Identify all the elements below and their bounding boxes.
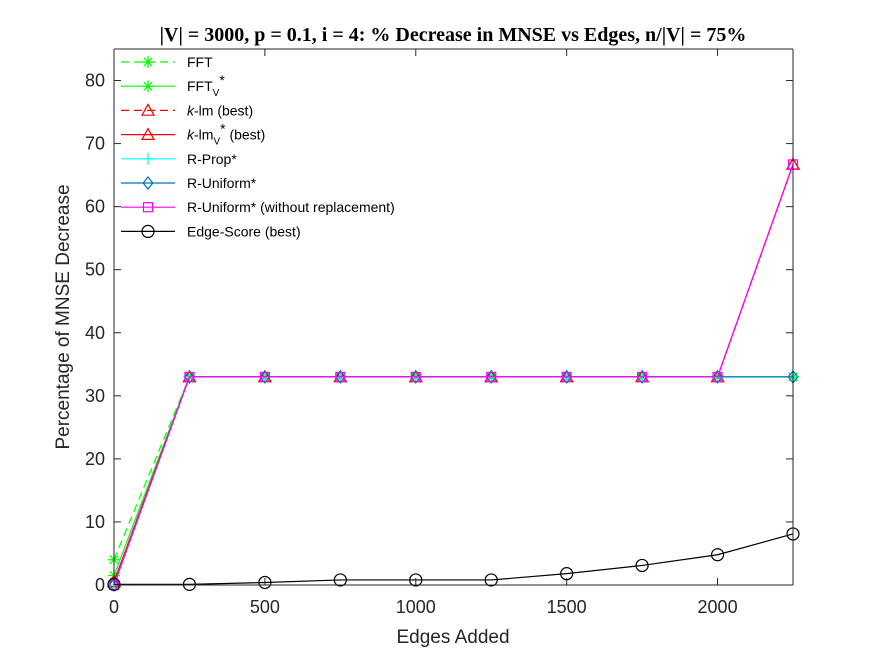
x-tick-label: 1500: [547, 597, 587, 617]
legend-label-5: R-Uniform*: [187, 175, 257, 191]
data-point-5-1: [183, 369, 196, 384]
y-axis-label: Percentage of MNSE Decrease: [53, 184, 74, 449]
legend-marker-3: [140, 127, 156, 140]
y-tick-label: 80: [85, 71, 105, 91]
legend-entry-1: FFTV*: [121, 72, 225, 99]
legend-entry-7: Edge-Score (best): [121, 223, 301, 239]
legend-label-7: Edge-Score (best): [187, 223, 301, 239]
legend-entry-5: R-Uniform*: [121, 175, 257, 191]
data-point-7-8: [710, 548, 725, 562]
series-line-7: [114, 533, 794, 585]
data-point-5-8: [711, 369, 724, 384]
data-point-7-5: [484, 573, 498, 587]
legend-marker-0: [142, 56, 154, 68]
legend-label-2: k-lm (best): [187, 102, 253, 118]
legend-marker-4: [142, 152, 154, 165]
legend-marker-6: [142, 202, 154, 213]
data-point-7-1: [182, 577, 197, 591]
legend-entry-0: FFT: [121, 54, 213, 70]
legend-label-0: FFT: [187, 54, 213, 70]
x-tick-label: 500: [250, 597, 280, 617]
data-point-6-8: [712, 371, 723, 383]
data-point-6-2: [259, 371, 270, 383]
data-point-5-7: [636, 369, 648, 384]
x-tick-label: 2000: [698, 597, 738, 617]
y-tick-label: 10: [85, 512, 105, 532]
legend-marker-2: [140, 103, 156, 116]
data-point-5-2: [259, 369, 271, 384]
legend-entry-6: R-Uniform* (without replacement): [121, 199, 395, 215]
y-tick-label: 0: [95, 575, 105, 595]
data-point-6-5: [486, 371, 497, 383]
legend-marker-5: [142, 176, 154, 190]
y-tick-label: 60: [85, 197, 105, 217]
chart-title: |V| = 3000, p = 0.1, i = 4: % Decrease i…: [160, 24, 747, 46]
y-tick-label: 20: [85, 449, 105, 469]
legend-label-3: k-lmV* (best): [187, 121, 265, 148]
series-6: [108, 159, 799, 591]
legend-marker-7: [141, 224, 155, 238]
data-point-7-7: [635, 558, 649, 573]
legend-entry-4: R-Prop*: [121, 151, 237, 167]
legend-entry-3: k-lmV* (best): [121, 121, 265, 148]
legend: FFT FFTV* k-lm (best) k-lmV* (best) R-Prop* R…: [121, 54, 395, 239]
y-tick-label: 70: [85, 134, 105, 154]
data-point-5-0: [108, 578, 120, 592]
series-line-6: [113, 164, 794, 586]
legend-label-6: R-Uniform* (without replacement): [187, 199, 395, 215]
data-point-7-2: [258, 575, 272, 590]
data-point-6-3: [335, 371, 346, 383]
data-point-7-3: [333, 573, 347, 587]
y-tick-label: 30: [85, 386, 105, 406]
data-point-5-5: [485, 369, 497, 384]
data-point-6-1: [184, 371, 195, 383]
data-point-5-3: [334, 369, 346, 384]
data-point-7-4: [409, 573, 423, 587]
legend-entry-2: k-lm (best): [121, 102, 253, 118]
data-point-5-4: [410, 369, 422, 384]
plot-area: [114, 49, 793, 585]
axes-layer: 0 500 1000 1500 2000 0 10 20 30 40 50 60 70 80: [85, 48, 794, 617]
data-point-5-6: [561, 369, 573, 384]
x-tick-label: 1000: [396, 597, 436, 617]
y-tick-label: 50: [85, 260, 105, 280]
data-point-6-6: [561, 371, 572, 383]
data-point-6-7: [637, 371, 648, 383]
x-axis-label: Edges Added: [396, 627, 509, 648]
x-tick-label: 0: [109, 597, 119, 617]
legend-label-4: R-Prop*: [187, 151, 237, 167]
legend-marker-1: [142, 80, 154, 93]
y-tick-label: 40: [85, 323, 105, 343]
data-point-6-4: [410, 371, 421, 383]
series-layer: [106, 157, 801, 592]
legend-label-1: FFTV*: [187, 72, 225, 99]
